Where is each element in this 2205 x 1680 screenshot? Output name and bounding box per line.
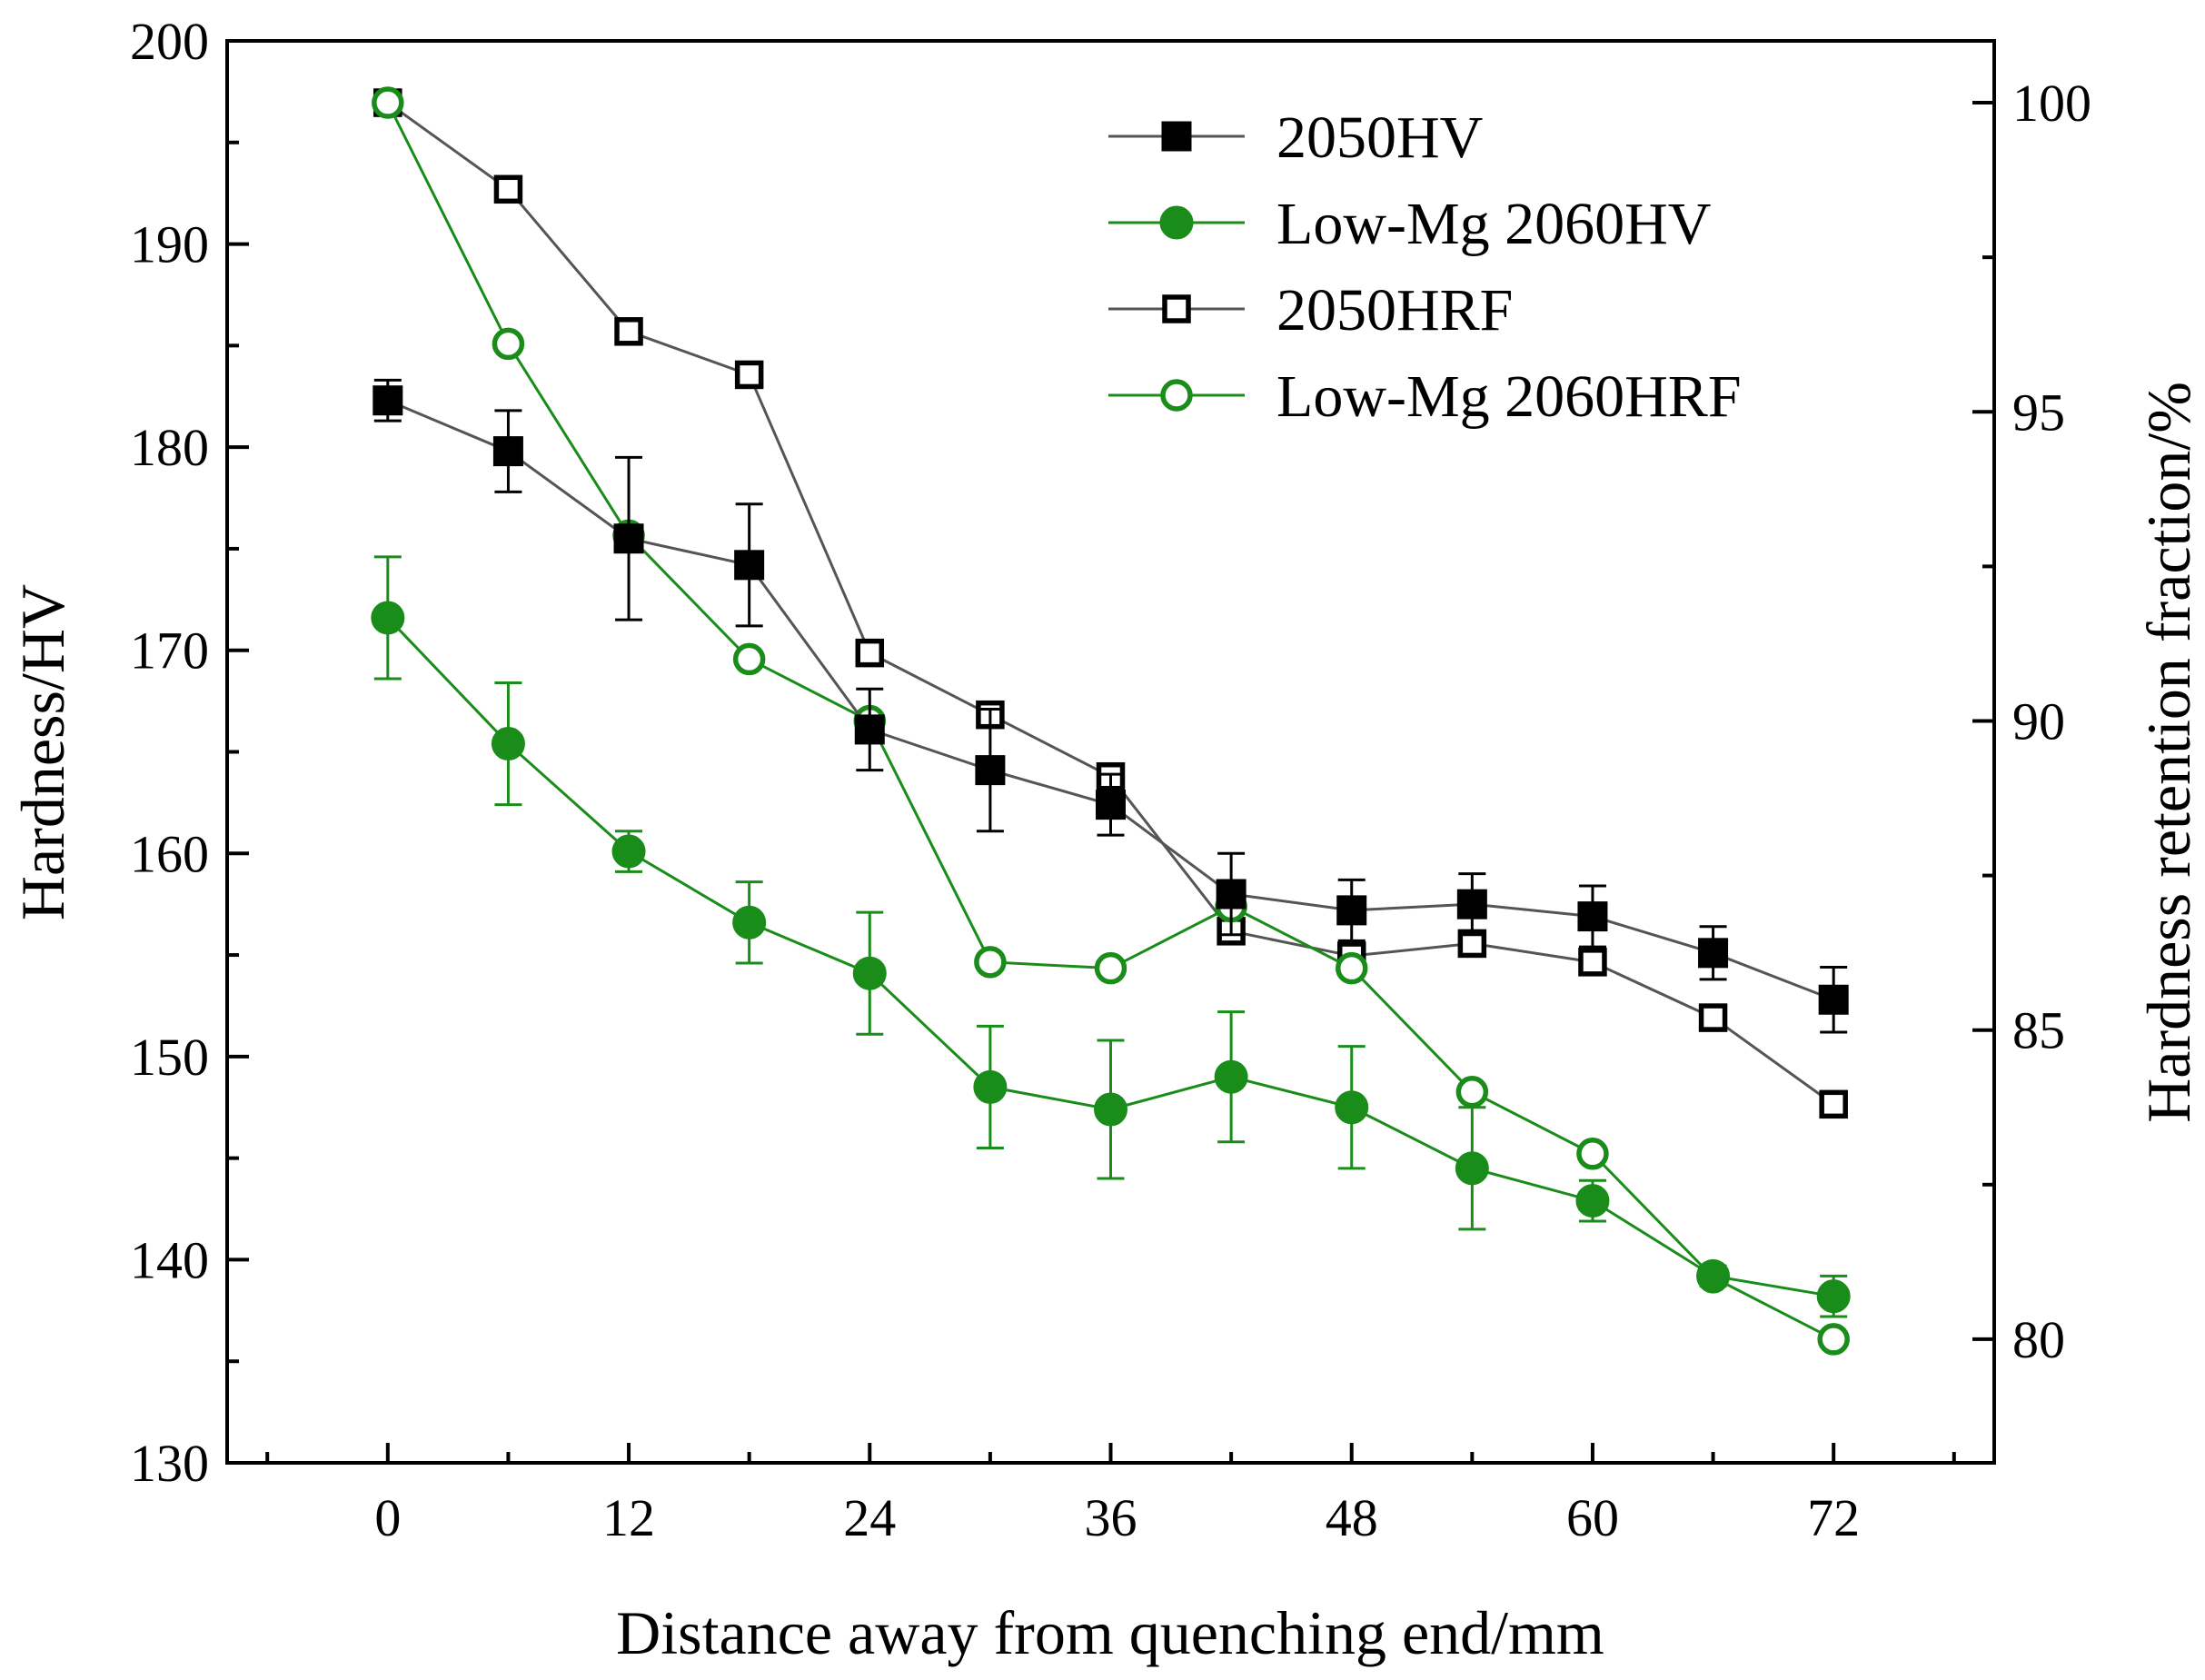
y-tick-label: 190 bbox=[130, 215, 209, 274]
legend-label: 2050HV bbox=[1276, 104, 1483, 171]
data-point bbox=[371, 601, 405, 635]
legend-item: Low-Mg 2060HV bbox=[1108, 191, 1711, 257]
data-point bbox=[1819, 1089, 1848, 1119]
y2-tick-label: 95 bbox=[2012, 383, 2065, 442]
data-point bbox=[734, 550, 765, 581]
legend-marker bbox=[1159, 205, 1194, 240]
x-tick-label: 0 bbox=[374, 1488, 401, 1547]
legend-marker bbox=[1160, 379, 1193, 412]
y-tick-label: 180 bbox=[130, 418, 209, 477]
data-point bbox=[1698, 1003, 1728, 1032]
y2-tick-label: 80 bbox=[2012, 1310, 2065, 1369]
y-tick-label: 150 bbox=[130, 1028, 209, 1087]
x-tick-label: 60 bbox=[1566, 1488, 1619, 1547]
y-tick-label: 140 bbox=[130, 1230, 209, 1289]
data-point bbox=[611, 834, 646, 869]
legend-item: Low-Mg 2060HRF bbox=[1108, 363, 1742, 430]
data-point bbox=[975, 755, 1006, 786]
series-line bbox=[387, 399, 1834, 1001]
y-tick-label: 170 bbox=[130, 621, 209, 681]
data-point bbox=[732, 642, 766, 676]
data-point bbox=[1094, 1092, 1127, 1127]
data-point bbox=[854, 714, 885, 745]
data-point bbox=[1577, 901, 1608, 932]
data-point bbox=[855, 638, 885, 668]
series-2050hv bbox=[372, 378, 1849, 1034]
axis-ticks bbox=[227, 39, 1994, 1465]
data-point bbox=[1336, 895, 1367, 926]
x-tick-label: 36 bbox=[1085, 1488, 1137, 1547]
tick-labels: 0 12 24 36 48 60 72 130 140 150 160 170 180 190 200 80 8… bbox=[130, 12, 2091, 1547]
legend-label: 2050HRF bbox=[1276, 277, 1513, 343]
data-point bbox=[1578, 948, 1607, 977]
legend-marker bbox=[1162, 294, 1191, 323]
data-point bbox=[1335, 1090, 1369, 1125]
y-tick-label: 160 bbox=[130, 824, 209, 883]
data-point bbox=[1094, 951, 1127, 985]
data-point bbox=[1216, 879, 1247, 910]
data-point bbox=[1214, 1059, 1248, 1094]
data-point bbox=[1335, 951, 1368, 985]
data-point bbox=[1455, 1075, 1489, 1108]
y-axis-title: Hardness/HV bbox=[8, 584, 77, 920]
y2-tick-label: 85 bbox=[2012, 1001, 2065, 1060]
y2-tick-label: 100 bbox=[2012, 74, 2091, 133]
legend-label: Low-Mg 2060HRF bbox=[1276, 363, 1742, 430]
data-point bbox=[613, 523, 644, 554]
legend-marker bbox=[1161, 121, 1192, 152]
data-point bbox=[852, 956, 887, 990]
data-point bbox=[372, 86, 404, 119]
series-layer bbox=[371, 86, 1851, 1356]
y-tick-label: 130 bbox=[130, 1434, 209, 1493]
data-point bbox=[492, 327, 525, 361]
legend-item: 2050HRF bbox=[1108, 277, 1513, 343]
series-low-mg-2060hv bbox=[371, 555, 1851, 1318]
data-point bbox=[1456, 889, 1487, 920]
y2-axis-title: Hardness retention fraction/% bbox=[2134, 382, 2203, 1123]
data-point bbox=[1696, 1258, 1731, 1293]
y2-tick-label: 90 bbox=[2012, 691, 2065, 751]
data-point bbox=[372, 385, 403, 416]
x-tick-label: 72 bbox=[1807, 1488, 1860, 1547]
y-tick-label: 200 bbox=[130, 12, 209, 71]
legend-item: 2050HV bbox=[1108, 104, 1483, 171]
legend-label: Low-Mg 2060HV bbox=[1276, 191, 1711, 257]
data-point bbox=[1575, 1184, 1610, 1218]
data-point bbox=[614, 317, 643, 346]
data-point bbox=[491, 727, 525, 761]
x-tick-label: 48 bbox=[1326, 1488, 1378, 1547]
legend: 2050HV Low-Mg 2060HV 2050HRF Low-Mg 2060HRF bbox=[1108, 104, 1742, 430]
data-point bbox=[1096, 790, 1126, 820]
data-point bbox=[1817, 1323, 1850, 1356]
data-point bbox=[1576, 1138, 1609, 1170]
x-axis-title: Distance away from quenching end/mm bbox=[616, 1598, 1604, 1667]
x-tick-label: 12 bbox=[602, 1488, 655, 1547]
data-point bbox=[1816, 1279, 1851, 1314]
data-point bbox=[492, 436, 523, 467]
data-point bbox=[1818, 984, 1849, 1015]
plot-area-frame bbox=[225, 39, 1996, 1465]
x-tick-label: 24 bbox=[843, 1488, 896, 1547]
data-point bbox=[493, 174, 523, 204]
data-point bbox=[1455, 1151, 1489, 1186]
data-point bbox=[1698, 938, 1729, 969]
data-point bbox=[973, 1069, 1008, 1104]
data-point bbox=[734, 360, 764, 390]
data-point bbox=[732, 905, 767, 939]
data-point bbox=[974, 946, 1007, 979]
